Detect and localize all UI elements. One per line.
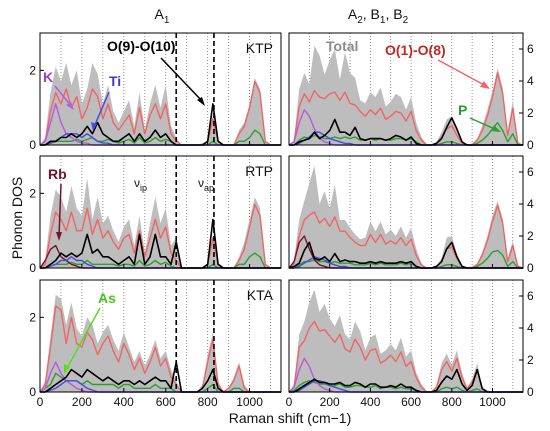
y-tick-label: 0 [29, 261, 36, 275]
y-tick-label: 0 [29, 138, 36, 152]
x-tick-label: 1000 [236, 395, 263, 409]
series-p-as-line [40, 252, 281, 269]
panel-rtp-right: 0 2 4 6 [288, 155, 534, 275]
y-tick-label: 6 [527, 165, 534, 179]
annotation-ti-arrow [93, 91, 110, 128]
y-tick-label: 4 [527, 321, 534, 335]
y-tick-label: 2 [527, 229, 534, 243]
panel-ktp-right: 0 2 4 6 [288, 32, 534, 152]
y-tick-label: 2 [29, 310, 36, 324]
series-o-1-o-8--line [288, 204, 524, 269]
series-total-area [40, 178, 281, 268]
series-total-area [289, 289, 523, 392]
y-tick-label: 0 [527, 261, 534, 275]
annotation-nu-ip: νip [134, 176, 147, 193]
annotation-ti-arrowhead [91, 122, 97, 131]
annotation-p-arrowhead [491, 125, 501, 132]
plot-frame [39, 32, 282, 146]
material-label: KTA [247, 287, 274, 303]
annotation-o1o8-arrow [437, 59, 487, 87]
y-tick-label: 6 [527, 42, 534, 56]
x-tick-label: 0 [37, 395, 44, 409]
annotation-k: K [43, 69, 53, 85]
y-tick-label: 0 [29, 385, 36, 399]
series-o-9-o-10--line [289, 368, 523, 393]
y-tick-label: 4 [527, 197, 534, 211]
y-tick-label: 2 [527, 353, 534, 367]
x-tick-label: 200 [320, 395, 340, 409]
plot-frame [288, 155, 524, 269]
annotation-o9o10-arrowhead [197, 97, 205, 106]
panel-rtp-left: 0 2 RTP [29, 155, 282, 275]
plot-frame [39, 279, 282, 393]
annotation-o9o10-arrow [160, 57, 204, 103]
panel-kta-left: 0 2 0 200 400 600 800 1000 KTA [29, 279, 282, 409]
series-o-1-o-8--line [288, 72, 524, 146]
y-tick-label: 2 [29, 186, 36, 200]
annotation-o1o8-arrowhead [480, 81, 490, 89]
y-tick-label: 2 [527, 106, 534, 120]
annotation-as-arrow [65, 307, 101, 371]
annotation-o1o8: O(1)-O(8) [385, 42, 446, 58]
x-tick-label: 1000 [479, 395, 506, 409]
x-axis-title: Raman shift (cm−1) [229, 410, 352, 426]
series-total-area [40, 62, 281, 145]
panel-kta-right: 0 2 4 6 0 200 400 600 800 1000 [286, 279, 534, 409]
right-column-title: A2, B1, B2 [348, 6, 409, 26]
x-tick-label: 400 [360, 395, 380, 409]
plot-frame [39, 155, 282, 269]
series-o-1-o-8--line [39, 80, 281, 146]
x-tick-label: 0 [286, 395, 293, 409]
annotation-p: P [458, 102, 467, 118]
series-total-area [289, 165, 523, 268]
annotation-total: Total [326, 38, 358, 54]
material-label: KTP [246, 40, 273, 56]
plot-frame [288, 279, 524, 393]
material-label: RTP [245, 163, 273, 179]
plot-frame [288, 32, 524, 146]
series-o-1-o-8--line [39, 203, 281, 269]
series-p-as-line [40, 129, 281, 146]
annotation-nu-ap: νap [198, 176, 214, 193]
annotation-as-arrowhead [64, 364, 70, 374]
annotation-rb: Rb [48, 166, 67, 182]
y-axis-title: Phonon DOS [9, 177, 25, 260]
x-tick-label: 800 [198, 395, 218, 409]
annotation-k-arrowhead [66, 102, 74, 110]
series-total-area [289, 45, 523, 145]
series-o-1-o-8--line [39, 305, 281, 393]
annotation-as: As [98, 290, 116, 306]
annotations: O(9)-O(10) K Ti Total O(1)-O(8) P Rb νip… [43, 38, 501, 374]
x-tick-label: 400 [114, 395, 134, 409]
y-tick-label: 0 [527, 385, 534, 399]
x-tick-label: 800 [442, 395, 462, 409]
y-tick-label: 2 [29, 63, 36, 77]
y-tick-label: 4 [527, 74, 534, 88]
annotation-rb-arrow [58, 183, 62, 237]
annotation-rb-arrowhead [56, 232, 62, 241]
annotation-ti: Ti [109, 73, 121, 89]
x-tick-label: 600 [401, 395, 421, 409]
y-tick-label: 0 [527, 138, 534, 152]
series-total-area [40, 294, 281, 392]
left-column-title: A1 [155, 6, 170, 26]
y-tick-label: 6 [527, 289, 534, 303]
x-tick-label: 600 [156, 395, 176, 409]
annotation-o9o10: O(9)-O(10) [107, 38, 175, 54]
x-tick-label: 200 [72, 395, 92, 409]
panel-ktp-left: 0 2 KTP [29, 32, 282, 152]
